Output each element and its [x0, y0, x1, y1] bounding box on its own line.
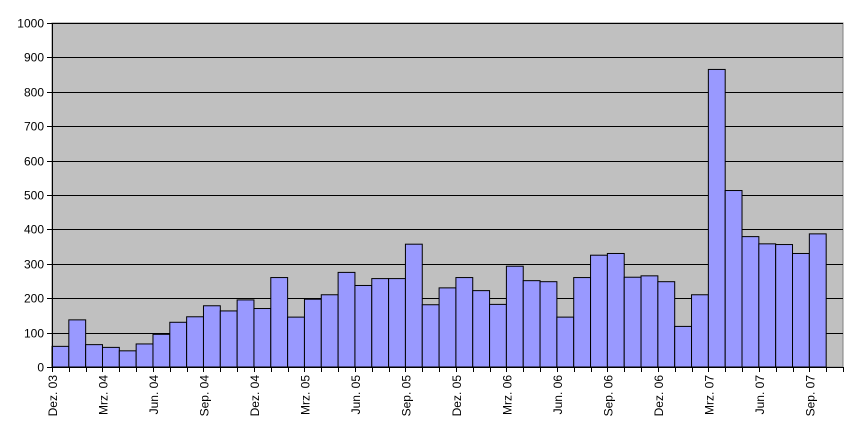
y-tick-label: 400: [24, 223, 44, 237]
x-tick-label: Sep. 07: [803, 375, 817, 417]
bar-aug-07: [808, 233, 827, 368]
bar-feb-05: [303, 298, 322, 368]
bar-jul-06: [590, 254, 608, 368]
x-tick-label: Sep. 04: [198, 375, 212, 417]
x-tick-label: Mrz. 07: [702, 375, 716, 415]
y-tick-label: 500: [24, 189, 44, 203]
x-tick-label: Dez. 05: [450, 375, 464, 417]
x-tick-label: Dez. 06: [652, 375, 666, 417]
bar-mrz-05: [320, 294, 339, 368]
x-tick-label: Sep. 06: [601, 375, 615, 417]
bar-mrz-07: [724, 190, 743, 368]
bar-jul-04: [186, 316, 204, 368]
bar-apr-06: [539, 281, 558, 368]
bar-jul-05: [388, 278, 406, 368]
bar-mai-07: [758, 243, 777, 368]
bar-jan-07: [691, 294, 709, 368]
bar-okt-04: [236, 299, 255, 368]
bars: [51, 68, 827, 368]
y-tick-label: 1000: [17, 17, 44, 31]
bar-jan-04: [85, 344, 103, 368]
bar-sep-04: [219, 310, 238, 368]
bar-dez-04: [270, 277, 289, 368]
x-tick-label: Jun. 04: [147, 375, 161, 415]
x-tick-label: Dez. 03: [46, 375, 60, 417]
y-tick-label: 900: [24, 51, 44, 65]
bar-aug-04: [202, 305, 221, 368]
bar-jun-06: [573, 277, 592, 368]
bar-apr-07: [741, 236, 760, 368]
bar-dez-05: [472, 290, 491, 368]
bar-apr-04: [135, 343, 154, 368]
x-tick-label: Mrz. 05: [298, 375, 312, 415]
x-tick-label: Mrz. 04: [97, 375, 111, 415]
bar-mrz-06: [522, 280, 541, 368]
y-tick-labels: 0 100 200 300 400 500 600 700 800 900 1000: [17, 17, 44, 375]
bar-jun-07: [775, 244, 794, 368]
x-tick-label: Dez. 04: [248, 375, 262, 417]
bar-okt-06: [640, 275, 659, 368]
bar-jul-07: [792, 252, 810, 368]
x-tick-labels: Dez. 03 Mrz. 04 Jun. 04 Sep. 04 Dez. 04 Mrz. …: [46, 375, 817, 417]
y-tick-label: 600: [24, 155, 44, 169]
bar-okt-05: [438, 287, 457, 368]
y-tick-label: 300: [24, 258, 44, 272]
bar-nov-04: [253, 308, 272, 368]
y-tick-label: 200: [24, 292, 44, 306]
bar-dez-06: [674, 325, 693, 368]
bar-mai-06: [556, 316, 575, 368]
bar-feb-07: [707, 68, 726, 368]
bar-nov-05: [455, 277, 474, 368]
bar-aug-05: [404, 243, 423, 368]
bar-jun-04: [169, 321, 188, 368]
x-tick-label: Jun. 05: [349, 375, 363, 415]
y-tick-label: 0: [37, 361, 44, 375]
y-tick-label: 800: [24, 86, 44, 100]
y-tick-label: 700: [24, 120, 44, 134]
bar-jan-05: [287, 316, 305, 368]
x-tick-label: Jun. 06: [551, 375, 565, 415]
y-tick-label: 100: [24, 327, 44, 341]
bar-feb-04: [101, 346, 120, 368]
x-tick-label: Jun. 07: [753, 375, 767, 415]
bar-nov-06: [657, 281, 676, 368]
axes: [47, 23, 844, 372]
bar-jun-05: [371, 278, 390, 368]
bar-aug-06: [606, 252, 625, 368]
bar-sep-05: [421, 304, 440, 368]
x-tick-label: Mrz. 06: [500, 375, 514, 415]
bar-dez-03: [68, 319, 87, 368]
bar-feb-06: [505, 265, 524, 368]
bar-apr-05: [337, 271, 356, 368]
bar-nov-03: [51, 345, 70, 368]
bar-mrz-04: [118, 350, 137, 368]
bar-sep-06: [623, 276, 642, 368]
x-tick-label: Sep. 05: [399, 375, 413, 417]
bar-mai-04: [152, 333, 171, 368]
bar-jan-06: [489, 303, 507, 368]
bar-mai-05: [354, 284, 373, 368]
